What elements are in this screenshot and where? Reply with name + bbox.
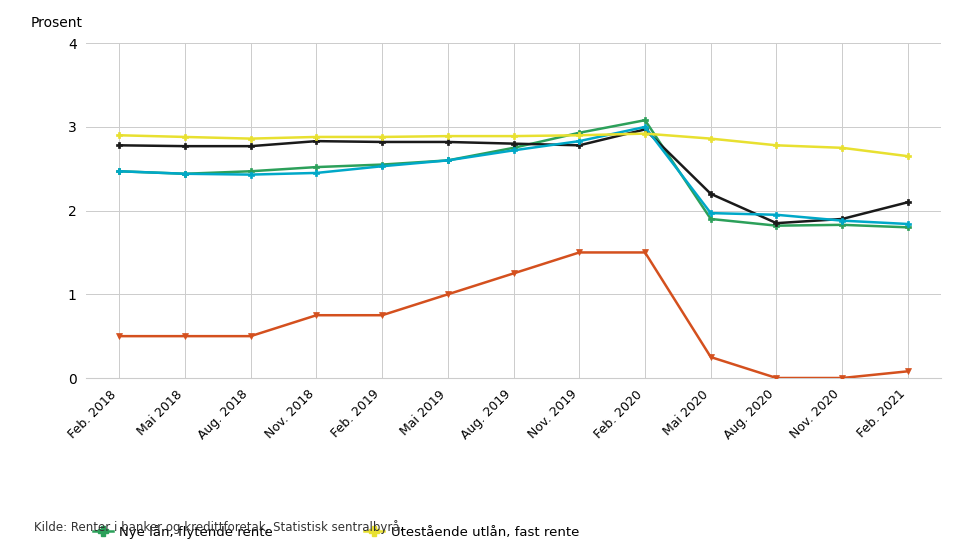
Text: Kilde: Renter i banker og kredittforetak, Statistisk sentralbyrå.: Kilde: Renter i banker og kredittforetak…	[34, 519, 403, 534]
Text: Prosent: Prosent	[31, 16, 83, 30]
Legend: Nye lån, flytende rente, Nye lån, fast rente, Utestående utlån, flytende rente, : Nye lån, flytende rente, Nye lån, fast r…	[93, 525, 579, 540]
